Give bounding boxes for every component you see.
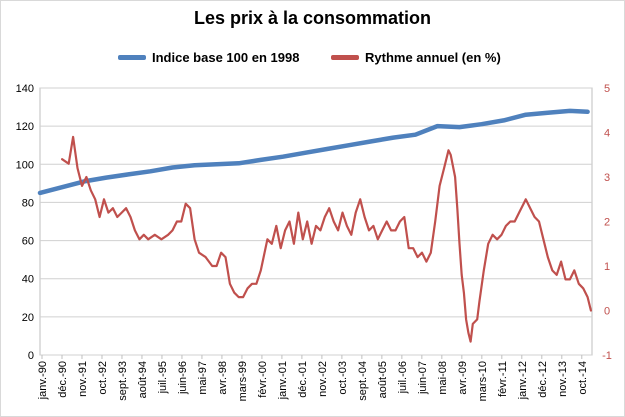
y-left-tick-label-5: 100 [16,159,34,171]
y-left-tick-label-2: 40 [22,274,34,286]
y-right-tick-label-6: 5 [604,83,610,95]
series-line-1 [61,135,592,343]
y-left-tick-label-3: 60 [22,236,34,248]
y-right-tick-label-4: 3 [604,172,610,184]
x-tick-label-9: avr.-98 [217,361,229,395]
y-right-tick-label-2: 1 [604,261,610,273]
y-right-tick-label-3: 2 [604,217,610,229]
x-tick-label-8: mai-97 [197,361,209,395]
x-tick-label-15: oct.-03 [337,361,349,395]
y-right-tick-label-0: -1 [602,350,612,362]
x-tick-label-5: août-94 [137,361,149,398]
legend-item-index: Indice base 100 en 1998 [118,50,299,65]
x-tick-label-12: janv.-01 [277,361,289,400]
legend-label-rate: Rythme annuel (en %) [365,50,501,65]
x-tick-label-19: juin-07 [417,361,429,395]
y-left-tick-label-0: 0 [28,350,34,362]
y-left-tick-label-7: 140 [16,83,34,95]
legend-label-index: Indice base 100 en 1998 [152,50,300,65]
series-line-0 [37,108,590,196]
x-tick-label-23: févr.-11 [497,361,509,397]
legend-swatch-index [118,55,146,60]
legend-item-rate: Rythme annuel (en %) [331,50,501,65]
x-tick-label-16: sept.-04 [357,361,369,401]
y-right-tick-label-5: 4 [604,128,610,140]
x-tick-label-13: déc.-01 [297,361,309,398]
x-tick-label-25: déc.-12 [537,361,549,398]
y-left-tick-label-1: 20 [22,312,34,324]
x-tick-label-26: nov.-13 [557,361,569,397]
x-tick-label-27: oct.-14 [577,361,589,395]
x-tick-label-0: janv.-90 [37,361,49,400]
x-tick-label-10: mars-99 [237,361,249,401]
y-left-tick-label-6: 120 [16,121,34,133]
legend-swatch-rate [331,55,359,60]
chart-legend: Indice base 100 en 1998 Rythme annuel (e… [0,50,625,70]
x-tick-label-2: nov.-91 [77,361,89,397]
y-right-tick-label-1: 0 [604,306,610,318]
x-tick-label-1: déc.-90 [57,361,69,398]
x-tick-label-7: juin-96 [177,361,189,395]
x-tick-label-22: mars-10 [477,361,489,401]
x-tick-label-18: juil.-06 [397,361,409,394]
x-tick-label-4: sept.-93 [117,361,129,401]
x-tick-label-24: janv.-12 [517,361,529,400]
x-tick-label-3: oct.-92 [97,361,109,395]
y-left-tick-label-4: 80 [22,197,34,209]
chart-title: Les prix à la consommation [193,8,432,28]
x-tick-label-17: août-05 [377,361,389,398]
x-tick-label-11: févr.-00 [257,361,269,398]
x-tick-label-14: nov.-02 [317,361,329,397]
x-tick-label-20: mai-08 [437,361,449,395]
x-tick-label-21: avr.-09 [457,361,469,395]
x-tick-label-6: juil.-95 [157,361,169,394]
